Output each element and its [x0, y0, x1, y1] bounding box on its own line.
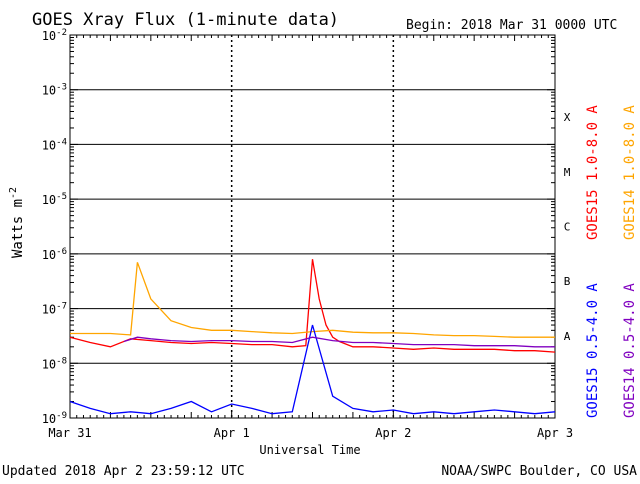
x-axis-title: Universal Time: [259, 443, 360, 457]
begin-time-label: Begin: 2018 Mar 31 0000 UTC: [406, 18, 617, 33]
flare-class-c: C: [564, 221, 571, 234]
x-tick-label: Mar 31: [48, 426, 91, 440]
chart-title: GOES Xray Flux (1-minute data): [32, 10, 339, 30]
legend-goes14-short: GOES14 0.5-4.0 A: [622, 283, 638, 418]
flare-class-a: A: [564, 330, 571, 343]
x-tick-label: Apr 2: [375, 426, 411, 440]
y-tick-label: 10-7: [42, 302, 67, 317]
y-tick-label: 10-6: [42, 247, 67, 262]
x-tick-label: Apr 1: [214, 426, 250, 440]
flare-class-labels: X M C B A: [564, 111, 571, 343]
y-axis-title: Watts m-2: [8, 187, 26, 258]
legend-goes15-short: GOES15 0.5-4.0 A: [585, 283, 601, 418]
data-series: [69, 259, 556, 415]
y-tick-label: 10-2: [42, 28, 67, 43]
y-tick-label: 10-3: [42, 83, 67, 98]
flare-class-b: B: [564, 275, 571, 288]
flare-class-m: M: [564, 166, 571, 179]
legend-goes14-long: GOES14 1.0-8.0 A: [622, 105, 638, 240]
y-axis: 10-9 10-8 10-7 10-6 10-5 10-4 10-3 10-2: [42, 28, 555, 426]
series-line-1: [70, 262, 555, 338]
x-axis: Mar 31 Apr 1 Apr 2 Apr 3: [48, 35, 573, 440]
updated-time: Updated 2018 Apr 2 23:59:12 UTC: [2, 464, 245, 479]
y-tick-label: 10-8: [42, 356, 67, 371]
y-tick-label: 10-5: [42, 192, 67, 207]
flare-class-x: X: [564, 111, 571, 124]
y-tick-label: 10-4: [42, 137, 67, 152]
series-line-3: [123, 336, 555, 348]
series-line-2: [69, 324, 556, 415]
credit-label: NOAA/SWPC Boulder, CO USA: [441, 464, 637, 479]
legend-goes15-long: GOES15 1.0-8.0 A: [585, 105, 601, 240]
legend: GOES15 1.0-8.0 A GOES14 1.0-8.0 A GOES15 0…: [585, 105, 638, 418]
plot-grid: [70, 35, 555, 418]
x-tick-label: Apr 3: [537, 426, 573, 440]
y-tick-label: 10-9: [42, 411, 67, 426]
series-line-0: [69, 259, 556, 353]
